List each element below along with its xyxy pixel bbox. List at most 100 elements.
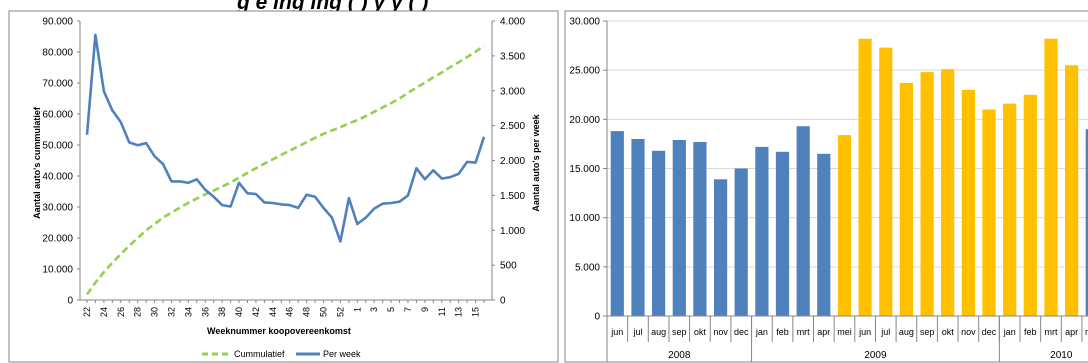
bar-category-label: jul bbox=[880, 327, 890, 337]
bar bbox=[631, 139, 645, 316]
x-tick-label: 28 bbox=[133, 307, 143, 317]
legend: Cummulatief Per week bbox=[202, 349, 361, 359]
right-y-tick-label: 1.000 bbox=[500, 226, 525, 237]
x-tick-label: 24 bbox=[99, 307, 109, 317]
bar-category-label: sep bbox=[672, 327, 687, 337]
x-tick-label: 38 bbox=[217, 307, 227, 317]
bar bbox=[1023, 94, 1037, 317]
series-line-per-week bbox=[85, 33, 486, 243]
x-tick-label: 40 bbox=[234, 307, 244, 317]
x-tick-label: 48 bbox=[302, 307, 312, 317]
bar-category-label: mrt bbox=[797, 327, 810, 337]
bar-category-label: jun bbox=[610, 327, 623, 337]
bar-y-tick-label: 0 bbox=[594, 312, 600, 323]
x-tick-label: 15 bbox=[471, 307, 481, 317]
x-tick-label: 13 bbox=[454, 307, 464, 317]
bar-category-label: okt bbox=[942, 327, 955, 337]
x-tick-label: 42 bbox=[251, 307, 261, 317]
bar bbox=[982, 109, 996, 316]
x-tick-label: 26 bbox=[116, 307, 126, 317]
bar-category-label: nov bbox=[961, 327, 976, 337]
x-tick-label: 3 bbox=[369, 307, 379, 312]
left-y-tick-label: 50.000 bbox=[42, 141, 73, 152]
bar-category-label: apr bbox=[1065, 327, 1078, 337]
left-y-tick-label: 80.000 bbox=[42, 48, 73, 59]
left-y-tick-label: 20.000 bbox=[42, 234, 73, 245]
bar bbox=[1085, 129, 1088, 316]
bar-category-label: mei bbox=[837, 327, 852, 337]
left-y-tick-label: 0 bbox=[67, 296, 73, 307]
bar bbox=[961, 89, 975, 316]
bar-category-label: feb bbox=[1024, 327, 1037, 337]
bar-y-tick-label: 25.000 bbox=[569, 66, 600, 77]
bar bbox=[672, 140, 686, 316]
right-y-tick-label: 2.000 bbox=[500, 156, 525, 167]
bar-category-label: jul bbox=[632, 327, 642, 337]
x-tick-label: 5 bbox=[386, 307, 396, 312]
bar-category-label: jun bbox=[858, 327, 871, 337]
bar bbox=[1044, 38, 1058, 316]
x-tick-label: 11 bbox=[437, 307, 447, 316]
bar bbox=[796, 126, 810, 316]
bar-category-label: feb bbox=[776, 327, 789, 337]
year-group-label: 2010 bbox=[1050, 350, 1073, 361]
bar-category-label: mei bbox=[1085, 327, 1088, 337]
bar-category-label: jan bbox=[755, 327, 768, 337]
bar bbox=[755, 146, 769, 316]
x-tick-label: 44 bbox=[268, 307, 278, 317]
bar bbox=[837, 135, 852, 316]
bar-category-label: jan bbox=[1003, 327, 1016, 337]
x-tick-label: 1 bbox=[352, 307, 362, 312]
x-tick-label: 30 bbox=[150, 307, 160, 317]
right-y-tick-label: 3.500 bbox=[500, 51, 525, 62]
bar-category-label: apr bbox=[817, 327, 830, 337]
x-tick-label: 7 bbox=[403, 307, 413, 312]
bar-y-tick-label: 5.000 bbox=[575, 262, 600, 273]
bar-y-tick-label: 30.000 bbox=[569, 17, 600, 28]
x-tick-label: 32 bbox=[166, 307, 176, 317]
x-tick-label: 22 bbox=[82, 307, 92, 317]
bar bbox=[610, 131, 624, 316]
bar bbox=[920, 72, 934, 316]
bar bbox=[652, 150, 666, 316]
right-y-tick-label: 2.500 bbox=[500, 121, 525, 132]
x-tick-label: 36 bbox=[200, 307, 210, 317]
left-y-tick-label: 60.000 bbox=[42, 110, 73, 121]
bar bbox=[817, 153, 831, 317]
right-y-axis-title: Aantal auto's per week bbox=[531, 113, 541, 211]
right-y-tick-label: 0 bbox=[500, 296, 506, 307]
x-tick-label: 34 bbox=[183, 307, 193, 317]
bar-category-label: aug bbox=[899, 327, 914, 337]
bar-y-tick-label: 20.000 bbox=[569, 115, 600, 126]
legend-label-per-week: Per week bbox=[323, 349, 361, 359]
x-tick-label: 9 bbox=[420, 307, 430, 312]
bar-category-label: dec bbox=[734, 327, 749, 337]
right-y-tick-label: 4.000 bbox=[500, 17, 525, 28]
bar bbox=[858, 38, 872, 316]
x-tick-label: 46 bbox=[285, 307, 295, 317]
bar-y-tick-label: 10.000 bbox=[569, 213, 600, 224]
series-line-cummulatief bbox=[85, 44, 485, 296]
right-y-tick-label: 500 bbox=[500, 261, 517, 272]
bar bbox=[1003, 103, 1017, 316]
left-y-tick-label: 90.000 bbox=[42, 17, 73, 28]
bar bbox=[879, 47, 893, 316]
legend-label-cummulatief: Cummulatief bbox=[234, 349, 285, 359]
x-axis-title: Weeknummer koopovereenkomst bbox=[207, 326, 351, 336]
bar bbox=[775, 151, 790, 316]
x-tick-label: 50 bbox=[319, 307, 329, 317]
bar-y-tick-label: 15.000 bbox=[569, 164, 600, 175]
x-tick-label: 52 bbox=[335, 307, 345, 317]
bar-category-label: nov bbox=[713, 327, 728, 337]
bar bbox=[693, 142, 707, 316]
bar-category-label: aug bbox=[651, 327, 666, 337]
left-y-tick-label: 30.000 bbox=[42, 203, 73, 214]
bar bbox=[734, 168, 748, 316]
bar bbox=[941, 69, 955, 316]
left-y-tick-label: 10.000 bbox=[42, 265, 73, 276]
bar-category-label: mrt bbox=[1045, 327, 1058, 337]
bar bbox=[899, 82, 913, 317]
year-group-label: 2009 bbox=[864, 350, 887, 361]
bar bbox=[1065, 65, 1079, 317]
